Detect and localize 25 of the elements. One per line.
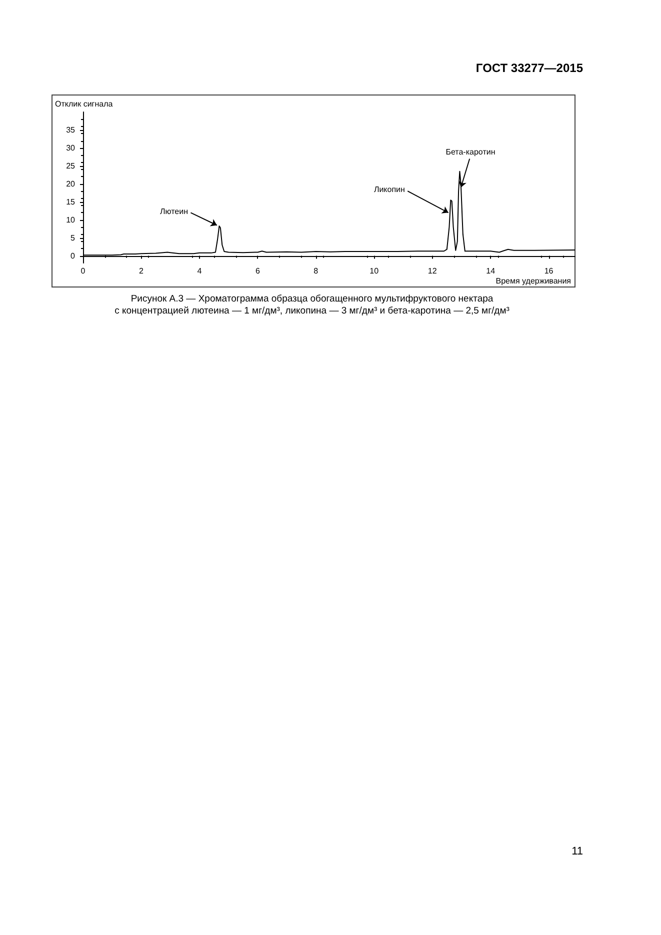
text: ГОСТ 33277—2015 (476, 61, 584, 75)
y-tick-label: 30 (66, 143, 76, 152)
x-tick-label: 12 (428, 266, 438, 276)
x-tick-label: 2 (139, 266, 144, 276)
y-tick-label: 25 (66, 161, 76, 170)
x-tick-label: 8 (314, 266, 319, 276)
x-tick-label: 6 (255, 266, 260, 276)
x-tick-label: 4 (197, 266, 202, 276)
y-tick-label: 20 (66, 179, 76, 188)
y-tick-label: 10 (66, 215, 76, 224)
y-tick-label: 35 (66, 125, 76, 134)
annotation: Ликопин (374, 185, 405, 194)
x-axis-title: Время удерживания (496, 276, 571, 286)
x-tick-label: 0 (80, 266, 86, 276)
y-tick-label: 15 (66, 197, 76, 206)
x-tick-label: 14 (486, 266, 496, 276)
text: 11 (572, 846, 583, 858)
annotation: Лютеин (160, 206, 188, 216)
x-tick-label: 10 (370, 266, 380, 276)
annotation: Бета-каротин (446, 147, 496, 156)
y-axis-title: Отклик сигнала (55, 100, 114, 108)
y-tick-label: 5 (70, 233, 76, 242)
x-tick-label: 16 (544, 266, 554, 276)
y-tick-label: 0 (70, 251, 76, 260)
text: Рисунок А.3 — Хроматограмма образца обогащенного мультифруктового нектара с концентрацией лютеина — 1 мг/дм³, ликопина — 3 мг/дм³ и бета-каротина — 2,5 мг/дм³ (114, 294, 510, 316)
